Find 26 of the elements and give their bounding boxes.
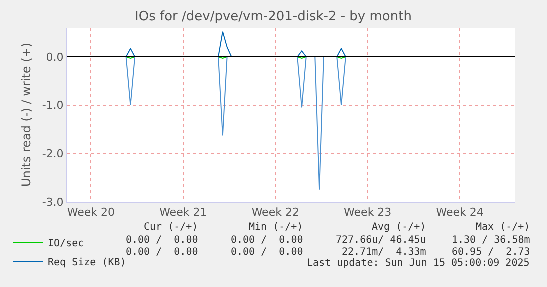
x-tick-label: Week 24: [436, 206, 484, 220]
text: 0.00 / 0.00: [231, 247, 304, 258]
y-tick-label: -1.0: [42, 99, 64, 112]
chart-title: IOs for /dev/pve/vm-201-disk-2 - by month: [135, 10, 412, 25]
text: Cur (-/+): [144, 222, 198, 233]
y-tick-label: 0.0: [46, 50, 64, 64]
text: 60.95 / 2.73: [452, 247, 530, 258]
x-tick-label: Week 20: [67, 206, 115, 220]
text: 22.71m/ 4.33m: [342, 247, 426, 258]
legend-label: Req Size (KB): [48, 257, 126, 268]
y-tick-label: -2.0: [42, 148, 64, 161]
text: Min (-/+): [249, 222, 304, 233]
text: 0.00 / 0.00: [231, 235, 304, 246]
text: Last update: Sun Jun 15 05:00:09 2025: [307, 258, 530, 269]
x-tick-label: Week 21: [160, 206, 208, 220]
x-tick-label: Week 23: [344, 206, 392, 220]
legend-label: IO/sec: [48, 238, 84, 250]
text: 0.00 / 0.00: [126, 235, 198, 246]
text: 0.00 / 0.00: [126, 247, 198, 258]
y-tick-label: -3.0: [42, 196, 64, 209]
text: Avg (-/+): [372, 222, 426, 233]
x-tick-label: Week 22: [252, 206, 300, 220]
y-axis-title: Units read (-) / write (+): [20, 42, 34, 188]
text: 1.30 / 36.58m: [452, 235, 530, 246]
text: Max (-/+): [476, 222, 530, 233]
text: 727.66u/ 46.45u: [336, 235, 426, 246]
